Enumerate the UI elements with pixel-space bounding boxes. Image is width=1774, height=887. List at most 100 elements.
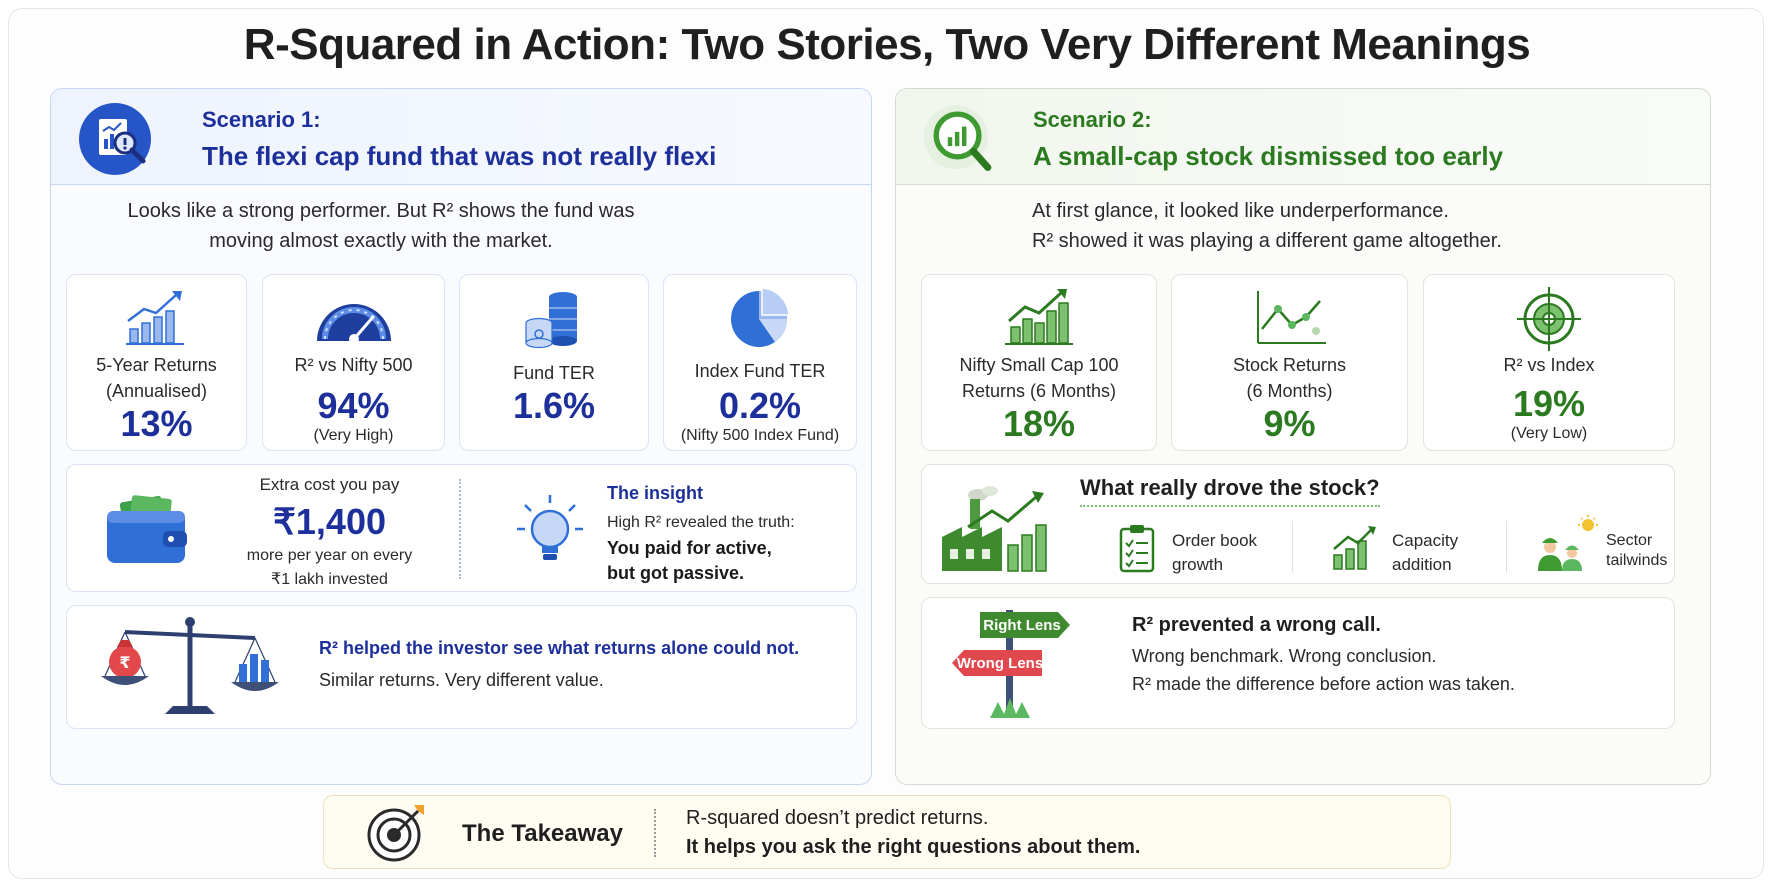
- intro-line: R² showed it was playing a different gam…: [1032, 230, 1502, 252]
- driver-label: Order book: [1172, 531, 1258, 550]
- driver-item: Sector tailwinds: [1606, 531, 1667, 571]
- metric-value: 0.2%: [718, 385, 802, 426]
- cost-label: Extra cost you pay: [259, 475, 400, 494]
- metric-label: Stock Returns: [1232, 355, 1347, 375]
- call-line: Wrong benchmark. Wrong conclusion.: [1132, 646, 1437, 666]
- metric-card-5y-returns: 5-Year Returns (Annualised) 13%: [66, 274, 247, 451]
- cost-block: Extra cost you pay ₹1,400 more per year …: [217, 475, 442, 589]
- pie-chart-icon: [731, 287, 790, 347]
- scenario-1-label: Scenario 1:: [202, 107, 321, 132]
- coin-stack-icon: [525, 292, 577, 349]
- metric-value: 94%: [317, 385, 390, 426]
- cost-insight-card: Extra cost you pay ₹1,400 more per year …: [66, 464, 857, 592]
- scenario-2-panel: Scenario 2: A small-cap stock dismissed …: [895, 88, 1711, 785]
- bar-chart-up-icon: [125, 291, 184, 345]
- driver-label: growth: [1172, 555, 1224, 574]
- cost-line: more per year on every: [246, 547, 413, 564]
- scenario-2-header: Scenario 2: A small-cap stock dismissed …: [896, 89, 1710, 185]
- drivers-title: What really drove the stock?: [1080, 475, 1380, 507]
- metric-value: 9%: [1263, 403, 1316, 444]
- metric-label: 5-Year Returns: [96, 355, 217, 375]
- metric-card-index-ter: Index Fund TER 0.2% (Nifty 500 Index Fun…: [663, 274, 857, 451]
- sign-wrong-label: Wrong Lens: [957, 655, 1043, 672]
- intro-line: Looks like a strong performer. But R² sh…: [127, 200, 635, 222]
- metric-sub: (Very Low): [1510, 425, 1588, 442]
- takeaway-label: The Takeaway: [462, 820, 623, 847]
- takeaway-line: R-squared doesn’t predict returns.: [686, 807, 989, 829]
- takeaway-emphasis: It helps you ask the right questions abo…: [686, 836, 1141, 858]
- metric-card-r2-index: R² vs Index 19% (Very Low): [1423, 274, 1675, 451]
- metric-label: Index Fund TER: [694, 361, 826, 381]
- metric-card-fund-ter: Fund TER 1.6%: [459, 274, 649, 451]
- metric-label: Returns (6 Months): [961, 381, 1117, 401]
- intro-line: At first glance, it looked like underper…: [1032, 200, 1449, 222]
- balance-scale-icon: ₹: [101, 617, 279, 714]
- scenario-1-title: The flexi cap fund that was not really f…: [202, 141, 717, 171]
- metric-value: 1.6%: [512, 385, 596, 426]
- call-line: R² made the difference before action was…: [1132, 674, 1515, 694]
- bullseye-arrow-icon: [367, 805, 424, 862]
- summary-sub: Similar returns. Very different value.: [319, 670, 604, 690]
- metric-value: 18%: [1002, 403, 1076, 444]
- scenario-1-panel: Scenario 1: The flexi cap fund that was …: [50, 88, 872, 785]
- insight-emphasis: You paid for active,: [607, 538, 772, 558]
- insight-emphasis: but got passive.: [607, 563, 745, 583]
- wallet-icon: [107, 495, 187, 563]
- metric-sub: (Very High): [313, 427, 394, 444]
- divider: [654, 809, 656, 857]
- wrong-call-card: Right Lens Wrong Lens R² prevented a wro…: [921, 597, 1675, 729]
- intro-line: moving almost exactly with the market.: [209, 230, 553, 252]
- takeaway-banner: The Takeaway R-squared doesn’t predict r…: [323, 795, 1451, 869]
- insight-block: The insight High R² revealed the truth: …: [607, 483, 847, 584]
- driver-label: Sector: [1606, 532, 1653, 549]
- capacity-chart-icon: [1333, 526, 1376, 570]
- metric-label: R² vs Nifty 500: [294, 355, 413, 375]
- metric-label: (6 Months): [1246, 381, 1333, 401]
- insight-line: High R² revealed the truth:: [607, 514, 795, 531]
- driver-label: Capacity: [1392, 531, 1459, 550]
- scenario-2-label: Scenario 2:: [1033, 107, 1152, 132]
- line-chart-icon: [1256, 291, 1326, 344]
- workers-sun-icon: [1538, 515, 1598, 571]
- report-magnifier-icon: [79, 103, 151, 175]
- divider: [1506, 521, 1507, 573]
- target-icon: [1517, 287, 1581, 351]
- scenario-2-intro: At first glance, it looked like underper…: [1032, 196, 1632, 256]
- driver-label: tailwinds: [1606, 552, 1668, 569]
- scenario-1-header: Scenario 1: The flexi cap fund that was …: [51, 89, 871, 185]
- driver-item: Order book growth: [1172, 529, 1257, 577]
- clipboard-icon: [1119, 525, 1155, 573]
- driver-label: addition: [1392, 555, 1452, 574]
- gauge-icon: [316, 304, 391, 344]
- metric-card-smallcap-returns: Nifty Small Cap 100 Returns (6 Months) 18…: [921, 274, 1157, 451]
- metric-card-r2-nifty500: R² vs Nifty 500 94% (Very High): [262, 274, 445, 451]
- scenario-1-summary-card: ₹ R² helped the investor see what return…: [66, 605, 857, 729]
- summary-headline: R² helped the investor see what returns …: [319, 638, 800, 658]
- metric-card-stock-returns: Stock Returns (6 Months) 9%: [1171, 274, 1408, 451]
- metric-sub: (Nifty 500 Index Fund): [680, 427, 840, 444]
- metric-label: Fund TER: [513, 363, 595, 383]
- growth-bars-icon: [1005, 289, 1073, 345]
- drivers-card: What really drove the stock? Order book …: [921, 464, 1675, 584]
- page-title: R-Squared in Action: Two Stories, Two Ve…: [243, 20, 1531, 69]
- divider: [1292, 521, 1293, 573]
- scenario-2-title: A small-cap stock dismissed too early: [1033, 141, 1504, 171]
- svg-text:₹: ₹: [119, 653, 130, 672]
- call-headline: R² prevented a wrong call.: [1132, 614, 1381, 636]
- factory-growth-icon: [942, 486, 1047, 572]
- chart-magnifier-icon: [923, 105, 992, 171]
- cost-line: ₹1 lakh invested: [271, 571, 388, 588]
- insight-title: The insight: [607, 483, 703, 503]
- metric-label: Nifty Small Cap 100: [959, 355, 1119, 375]
- metric-label: (Annualised): [105, 381, 208, 401]
- divider: [459, 479, 461, 579]
- sign-right-label: Right Lens: [983, 617, 1061, 634]
- signpost-icon: Right Lens Wrong Lens: [952, 610, 1070, 718]
- metric-value: 13%: [120, 403, 193, 444]
- lightbulb-icon: [517, 495, 583, 560]
- scenario-1-intro: Looks like a strong performer. But R² sh…: [51, 196, 711, 256]
- metric-label: R² vs Index: [1503, 355, 1595, 375]
- metric-value: 19%: [1512, 383, 1586, 424]
- cost-value: ₹1,400: [273, 501, 386, 542]
- driver-item: Capacity addition: [1392, 529, 1458, 577]
